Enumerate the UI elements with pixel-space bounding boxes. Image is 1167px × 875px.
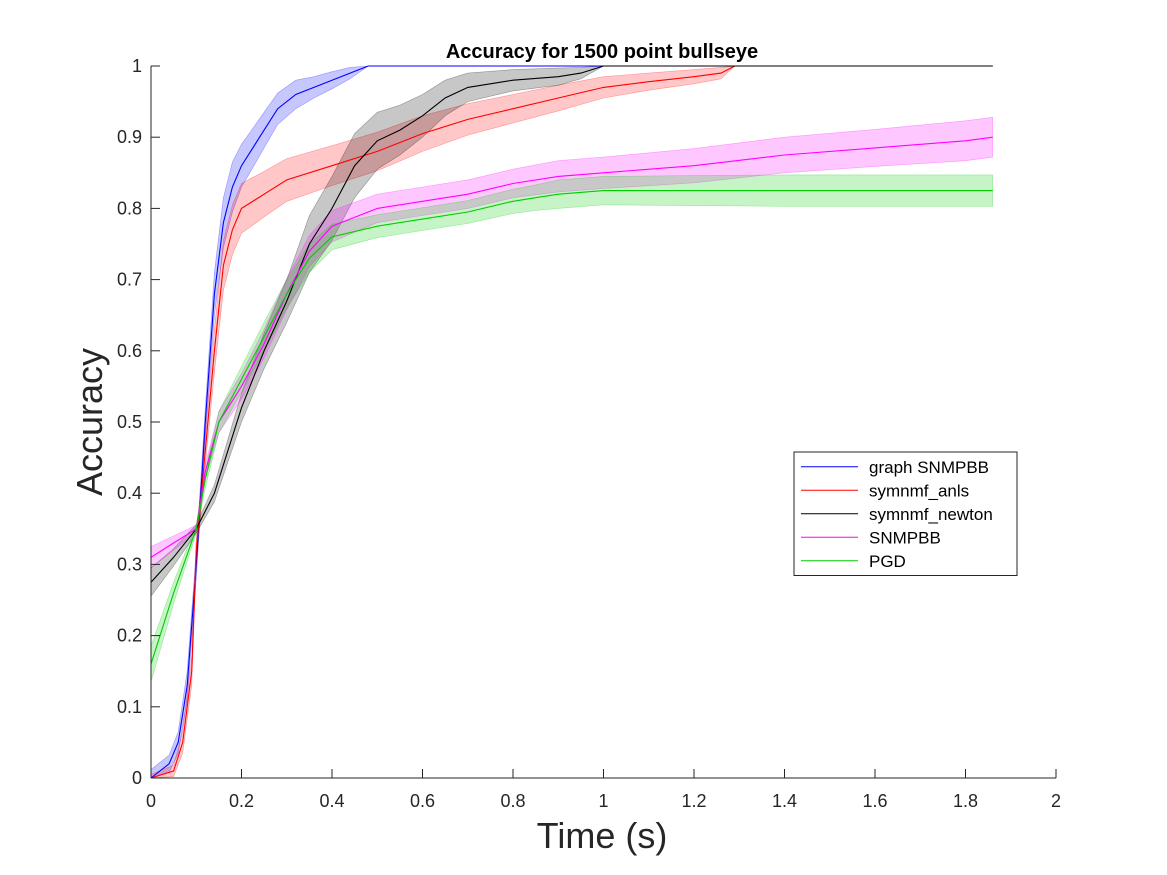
x-tick-label: 1.4 xyxy=(772,791,797,811)
band-snmpbb xyxy=(150,116,993,569)
x-tick-label: 1 xyxy=(598,791,608,811)
legend-label-pgd: PGD xyxy=(869,552,906,571)
y-tick-label: 0.3 xyxy=(117,554,142,574)
x-tick-label: 0 xyxy=(146,791,156,811)
legend-label-symnmf-newton: symnmf_newton xyxy=(869,505,993,524)
x-tick-label: 1.8 xyxy=(953,791,978,811)
y-tick-label: 0.2 xyxy=(117,626,142,646)
y-tick-label: 0 xyxy=(132,768,142,788)
legend: graph SNMPBB symnmf_anls symnmf_newton SNMP… xyxy=(793,451,1018,576)
x-tick-label: 0.8 xyxy=(500,791,525,811)
band-pgd xyxy=(150,174,993,682)
x-axis-title: Time (s) xyxy=(537,815,668,856)
series-line-symnmf-anls xyxy=(150,65,993,779)
series-line-graph-snmpbb xyxy=(150,65,993,779)
y-tick-label: 0.5 xyxy=(117,412,142,432)
x-tick-label: 0.6 xyxy=(410,791,435,811)
x-tick-label: 0.2 xyxy=(229,791,254,811)
series-line-symnmf-newton xyxy=(150,65,993,583)
y-tick-label: 1 xyxy=(132,56,142,76)
y-axis-title: Accuracy xyxy=(69,348,110,496)
y-ticks: 0 0.1 0.2 0.3 0.4 0.5 0.6 0.7 0.8 0.9 1 xyxy=(117,56,160,788)
series-lines xyxy=(150,65,993,779)
x-tick-label: 0.4 xyxy=(319,791,344,811)
y-tick-label: 0.7 xyxy=(117,270,142,290)
y-tick-label: 0.4 xyxy=(117,483,142,503)
chart-title: Accuracy for 1500 point bullseye xyxy=(446,41,758,63)
series-line-pgd xyxy=(150,190,993,665)
x-tick-label: 1.6 xyxy=(862,791,887,811)
legend-label-symnmf-anls: symnmf_anls xyxy=(869,481,969,500)
x-ticks: 0 0.2 0.4 0.6 0.8 1 1.2 1.4 1.6 1.8 2 xyxy=(146,769,1061,811)
legend-label-graph-snmpbb: graph SNMPBB xyxy=(869,458,989,477)
y-tick-label: 0.1 xyxy=(117,697,142,717)
series-line-snmpbb xyxy=(150,136,993,558)
legend-label-snmpbb: SNMPBB xyxy=(869,528,941,547)
y-tick-label: 0.8 xyxy=(117,198,142,218)
x-tick-label: 1.2 xyxy=(681,791,706,811)
y-tick-label: 0.6 xyxy=(117,341,142,361)
x-tick-label: 2 xyxy=(1051,791,1061,811)
y-tick-label: 0.9 xyxy=(117,127,142,147)
